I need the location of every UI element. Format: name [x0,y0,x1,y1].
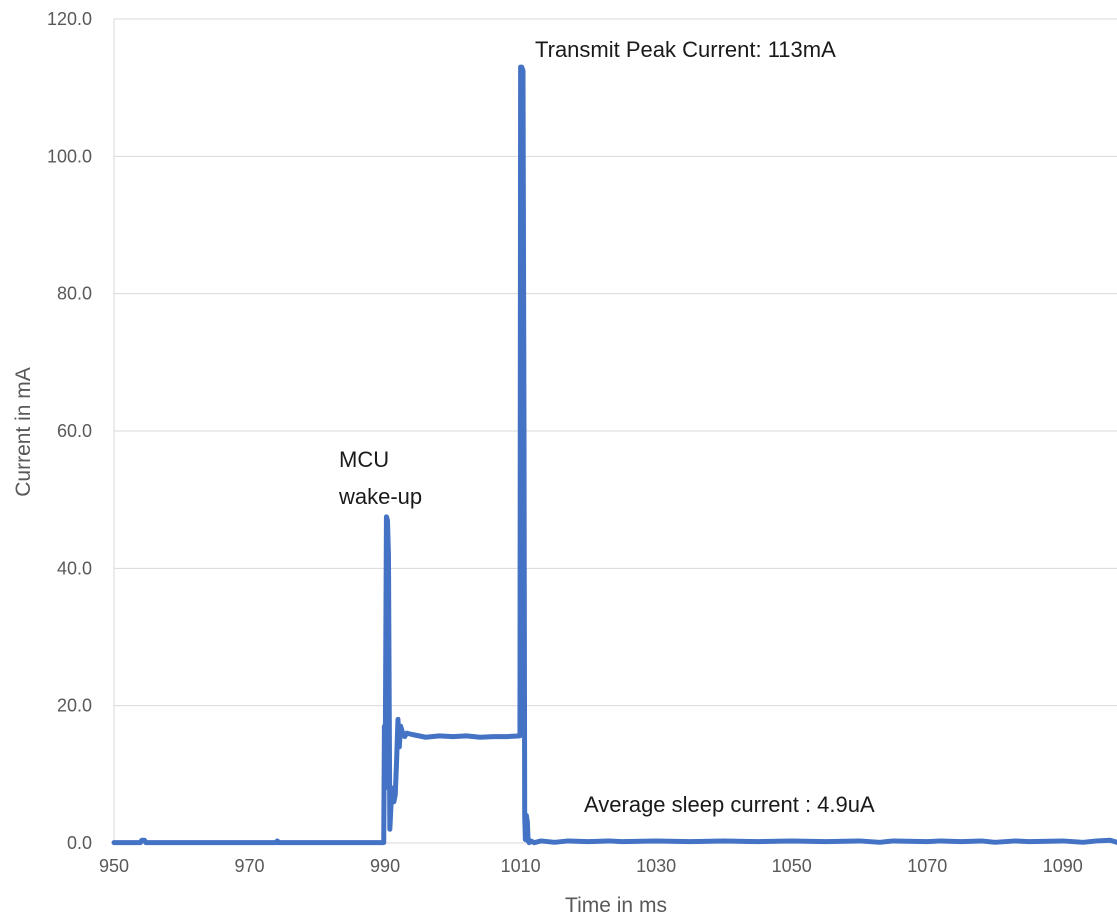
x-tick-label: 1050 [772,856,812,876]
annotations: Transmit Peak Current: 113mA MCU wake-up… [338,37,875,817]
x-tick-label: 1010 [501,856,541,876]
current-series-line [111,64,1117,846]
gridlines [114,18,1117,707]
y-tick-label: 60.0 [57,421,92,441]
y-tick-label: 120.0 [47,9,92,29]
annotation-mcu: MCU [339,447,389,472]
x-tick-label: 1030 [636,856,676,876]
x-tick-label: 1090 [1043,856,1083,876]
x-tick-label: 970 [235,856,265,876]
x-tick-label: 1070 [907,856,947,876]
annotation-wake-up: wake-up [338,484,422,509]
y-tick-label: 80.0 [57,284,92,304]
y-tick-label: 0.0 [67,833,92,853]
x-tick-label: 950 [99,856,129,876]
annotation-transmit-peak: Transmit Peak Current: 113mA [535,37,836,62]
x-tick-labels: 950 970 990 1010 1030 1050 1070 1090 [99,856,1083,876]
x-tick-label: 990 [370,856,400,876]
y-tick-labels: 0.0 20.0 40.0 60.0 80.0 100.0 120.0 [47,9,92,853]
y-axis-title: Current in mA [12,367,35,497]
annotation-sleep-current: Average sleep current : 4.9uA [584,792,875,817]
y-tick-label: 100.0 [47,146,92,166]
y-tick-label: 20.0 [57,696,92,716]
y-tick-label: 40.0 [57,558,92,578]
x-axis-title: Time in ms [565,894,667,917]
